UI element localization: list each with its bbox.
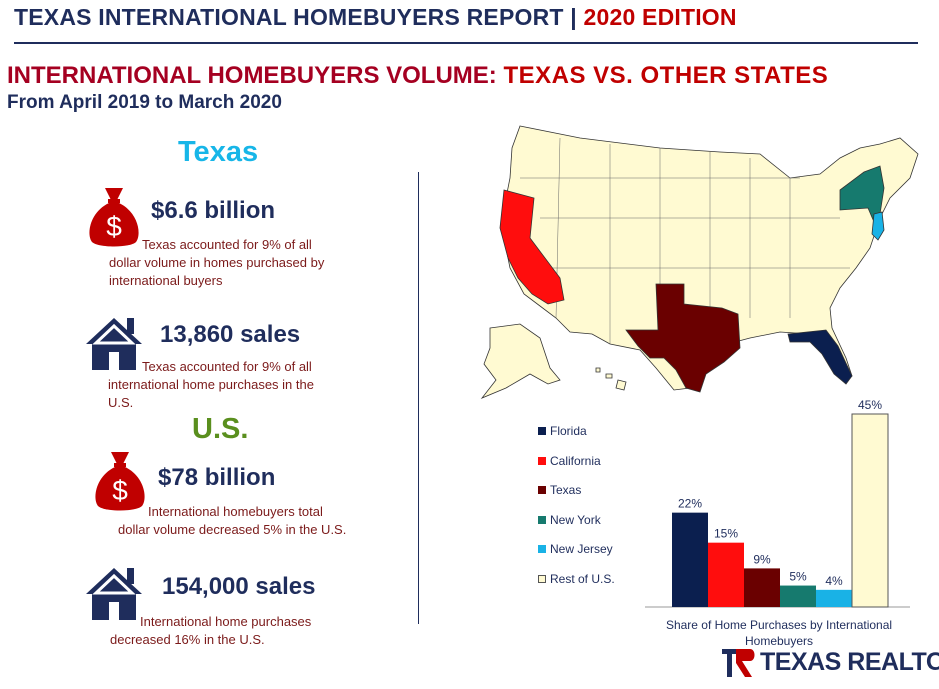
bar-value-label: 45%	[858, 398, 882, 412]
bar-new-york	[780, 585, 816, 607]
map-hawaii	[595, 367, 627, 391]
report-header: TEXAS INTERNATIONAL HOMEBUYERS REPORT | …	[14, 4, 737, 31]
texas-volume-desc-line3: international buyers	[109, 273, 223, 288]
brand-name: TEXAS REALTORS	[760, 648, 939, 676]
texas-sales-desc-line1: Texas accounted for 9% of all	[142, 359, 312, 374]
bar-value-label: 4%	[825, 574, 843, 588]
texas-sales-desc-line3: U.S.	[108, 395, 134, 410]
map-florida	[787, 329, 853, 385]
texas-sales-desc: Texas accounted for 9% of all internatio…	[108, 358, 388, 412]
legend-label: New Jersey	[550, 542, 613, 556]
chart-legend: Florida California Texas New York New Je…	[538, 424, 615, 601]
svg-text:$: $	[112, 475, 128, 506]
legend-item: Florida	[538, 424, 615, 454]
texas-volume-desc: Texas accounted for 9% of all dollar vol…	[109, 236, 389, 290]
texas-sales-value: 13,860 sales	[160, 321, 301, 348]
texas-volume-desc-line1: Texas accounted for 9% of all	[142, 237, 312, 252]
us-sales-desc: International home purchases decreased 1…	[110, 613, 390, 649]
texas-volume-desc-line2: dollar volume in homes purchased by	[109, 255, 325, 270]
legend-item: California	[538, 454, 615, 484]
bar-value-label: 9%	[753, 552, 771, 566]
us-volume-desc: International homebuyers total dollar vo…	[118, 503, 398, 539]
bar-texas	[744, 568, 780, 607]
section-divider	[418, 172, 419, 624]
bar-florida	[672, 512, 708, 607]
legend-label: California	[550, 453, 601, 468]
header-divider	[14, 42, 918, 44]
bar-rest-of-u-s	[851, 413, 889, 608]
texas-sales-desc-line2: international home purchases in the	[108, 377, 314, 392]
map-alaska	[480, 323, 561, 399]
us-heading: U.S.	[192, 413, 249, 445]
legend-swatch	[538, 545, 546, 553]
legend-label: Rest of U.S.	[550, 571, 615, 586]
us-sales-desc-line1: International home purchases	[140, 614, 312, 629]
legend-swatch	[538, 427, 546, 435]
report-title: TEXAS INTERNATIONAL HOMEBUYERS REPORT |	[14, 4, 584, 30]
us-volume-desc-line1: International homebuyers total	[148, 504, 323, 519]
svg-text:$: $	[106, 211, 122, 242]
bar-value-label: 22%	[678, 497, 702, 511]
bar-value-label: 15%	[714, 527, 738, 541]
legend-label: Texas	[550, 483, 582, 497]
page-title-part1: INTERNATIONAL HOMEBUYERS VOLUME:	[7, 62, 504, 89]
chart-caption: Share of Home Purchases by International…	[665, 618, 893, 648]
map-new-jersey	[871, 211, 885, 241]
legend-item: New York	[538, 513, 615, 543]
page-subtitle: From April 2019 to March 2020	[7, 92, 282, 113]
bar-new-jersey	[816, 589, 852, 607]
legend-swatch	[538, 486, 546, 494]
us-sales-value: 154,000 sales	[162, 573, 316, 600]
page-title-part2: TEXAS VS. OTHER STATES	[503, 62, 829, 89]
bar-value-label: 5%	[789, 570, 807, 584]
legend-label: New York	[550, 512, 601, 527]
money-bag-icon: $	[95, 452, 145, 511]
texas-heading: Texas	[178, 136, 259, 168]
texas-volume-value: $6.6 billion	[151, 197, 276, 224]
us-volume-value: $78 billion	[158, 464, 276, 491]
us-sales-desc-line2: decreased 16% in the U.S.	[110, 632, 265, 647]
legend-swatch	[538, 515, 546, 524]
report-edition: 2020 EDITION	[583, 4, 737, 30]
map-california	[499, 189, 565, 305]
house-icon	[86, 318, 142, 370]
legend-label: Florida	[550, 424, 587, 438]
bar-california	[708, 542, 744, 607]
bar-chart: 22% 15% 9% 5% 4% 45%	[645, 398, 910, 608]
legend-swatch	[538, 456, 546, 465]
house-icon	[86, 568, 142, 620]
legend-item: Texas	[538, 483, 615, 513]
texas-realtors-logo-icon	[722, 649, 755, 677]
page-title: INTERNATIONAL HOMEBUYERS VOLUME: TEXAS V…	[7, 62, 828, 90]
money-bag-icon: $	[89, 188, 139, 247]
legend-item: New Jersey	[538, 542, 615, 572]
legend-swatch	[538, 574, 546, 583]
us-map	[480, 125, 919, 399]
legend-item: Rest of U.S.	[538, 572, 615, 602]
us-volume-desc-line2: dollar volume decreased 5% in the U.S.	[118, 522, 347, 537]
map-texas	[625, 283, 741, 393]
